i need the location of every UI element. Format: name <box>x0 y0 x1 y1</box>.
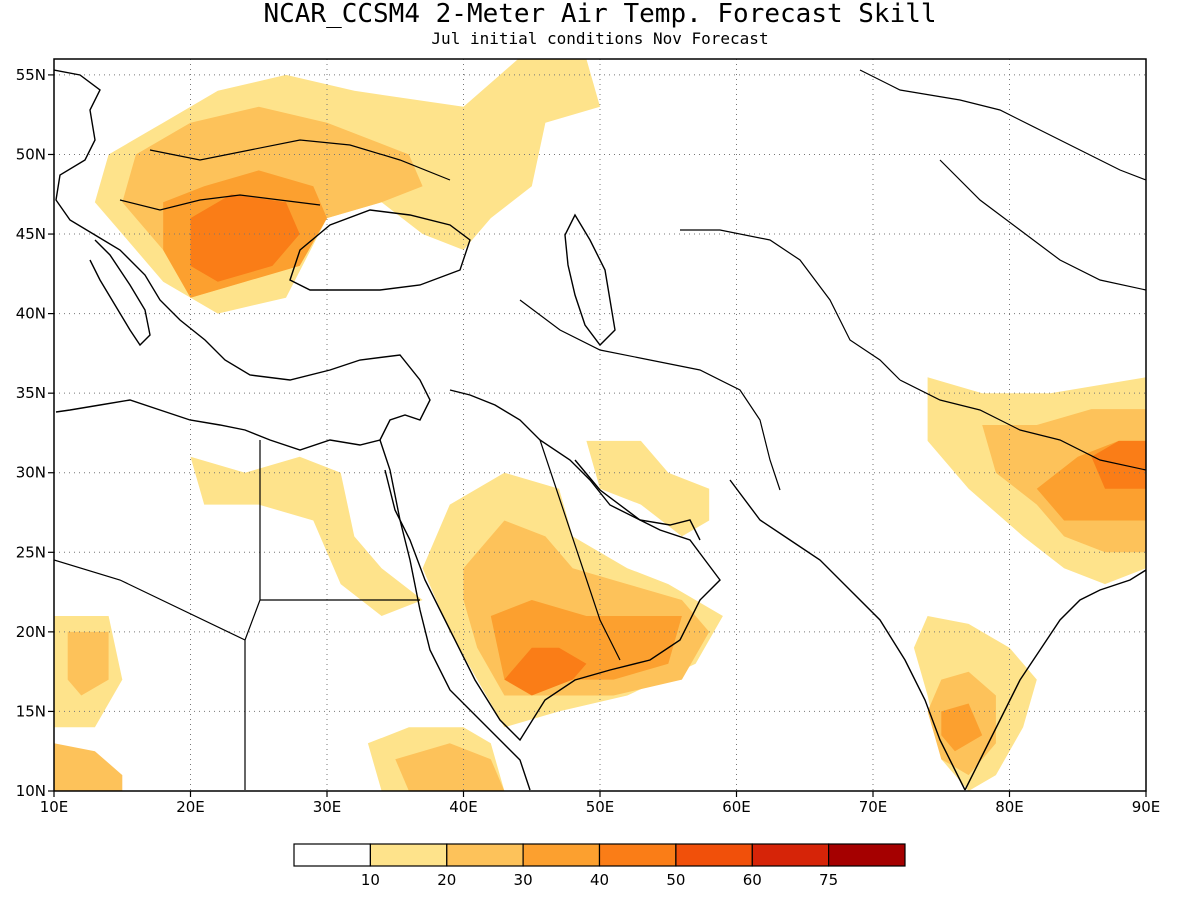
skill-region-sahara-east-level-1 <box>190 456 423 616</box>
legend-label: 40 <box>590 871 609 889</box>
lon-tick-label: 10E <box>40 798 69 816</box>
lat-tick-label: 20N <box>16 623 46 641</box>
legend-label: 75 <box>819 871 838 889</box>
lon-tick-label: 40E <box>449 798 478 816</box>
lat-tick-label: 55N <box>16 66 46 84</box>
legend-label: 30 <box>514 871 533 889</box>
legend-swatch <box>522 843 601 867</box>
longitude-axis: 10E 20E 30E 40E 50E 60E 70E 80E 90E <box>40 791 1161 816</box>
lat-tick-label: 25N <box>16 543 46 561</box>
lat-tick-label: 10N <box>16 782 46 800</box>
lon-tick-label: 80E <box>995 798 1024 816</box>
skill-region-himalaya-east-level-4 <box>1091 440 1146 489</box>
legend-swatch <box>751 843 830 867</box>
legend-label: 20 <box>437 871 456 889</box>
coastlines-and-borders <box>54 69 1146 791</box>
skill-region-yemen-level-4 <box>504 647 587 696</box>
skill-shading-layer <box>54 59 1146 791</box>
lat-tick-label: 30N <box>16 464 46 482</box>
skill-region-west-africa-south-level-2 <box>54 743 123 791</box>
skill-region-east-africa-level-2 <box>395 743 505 791</box>
colorbar-legend: 10 20 30 40 50 60 75 <box>293 843 906 889</box>
lat-tick-label: 50N <box>16 145 46 163</box>
legend-label: 50 <box>666 871 685 889</box>
lat-tick-label: 35N <box>16 384 46 402</box>
lon-tick-label: 20E <box>176 798 205 816</box>
legend-swatch <box>293 843 372 867</box>
map-title: NCAR_CCSM4 2-Meter Air Temp. Forecast Sk… <box>263 0 936 29</box>
lon-tick-label: 30E <box>313 798 342 816</box>
lat-tick-label: 15N <box>16 702 46 720</box>
plot-area <box>53 58 1147 792</box>
skill-region-iran-gulf-level-1 <box>586 440 710 537</box>
legend-swatch <box>827 843 906 867</box>
skill-region-west-africa-level-2 <box>67 631 109 696</box>
legend-label: 10 <box>361 871 380 889</box>
skill-region-india-south-level-3 <box>941 703 983 752</box>
legend-swatch <box>598 843 677 867</box>
lat-tick-label: 45N <box>16 225 46 243</box>
legend-swatch <box>675 843 753 867</box>
legend-swatch <box>446 843 524 867</box>
map-subtitle: Jul initial conditions Nov Forecast <box>431 29 768 48</box>
lon-tick-label: 50E <box>586 798 615 816</box>
legend-label: 60 <box>743 871 762 889</box>
lon-tick-label: 90E <box>1132 798 1161 816</box>
legend-swatch <box>369 843 448 867</box>
lat-tick-label: 40N <box>16 305 46 323</box>
skill-region-romania-level-4 <box>190 194 300 282</box>
lon-tick-label: 60E <box>722 798 751 816</box>
latitude-axis: 10N 15N 20N 25N 30N 35N 40N 45N 50N 55N <box>16 66 54 800</box>
lon-tick-label: 70E <box>859 798 888 816</box>
